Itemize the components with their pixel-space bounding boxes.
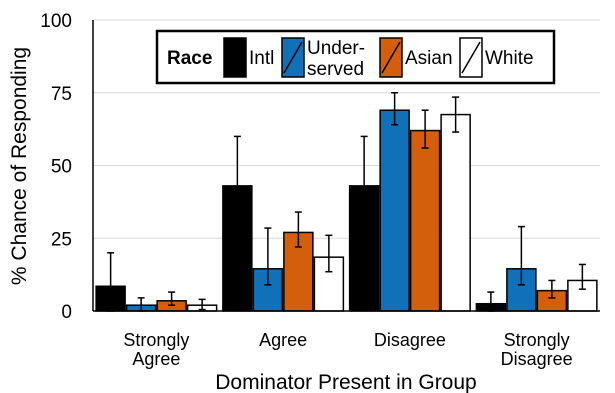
- legend-swatch-slash: [225, 41, 245, 74]
- x-tick-label: Disagree: [374, 330, 446, 350]
- legend-swatch-slash: [283, 41, 303, 74]
- x-tick-label: Strongly: [504, 330, 570, 350]
- y-tick-label: 100: [40, 11, 72, 32]
- legend-swatch-slash: [381, 41, 401, 74]
- y-tick-label: 0: [61, 302, 72, 323]
- y-tick-label: 50: [51, 157, 72, 178]
- legend-swatch-slash: [461, 41, 481, 74]
- x-tick-label: Agree: [259, 330, 307, 350]
- bar: [440, 113, 471, 312]
- y-axis-title: % Chance of Responding: [8, 47, 31, 285]
- legend: Race Intl Under-served Asian White: [155, 29, 556, 85]
- y-tick-labels: 0 25 50 75 100: [40, 11, 72, 323]
- bar: [409, 129, 441, 312]
- legend-title: Race: [167, 48, 212, 69]
- x-axis-title: Dominator Present in Group: [215, 371, 476, 393]
- bar: [379, 109, 410, 312]
- x-tick-label: Disagree: [501, 349, 573, 369]
- y-tick-label: 75: [51, 84, 72, 105]
- legend-label: served: [307, 59, 364, 80]
- y-tick-label: 25: [51, 229, 72, 250]
- x-tick-label: Agree: [132, 349, 180, 369]
- legend-label: Asian: [405, 48, 453, 69]
- legend-label: Intl: [249, 48, 274, 69]
- gridlines: [93, 19, 600, 239]
- error-bars: [107, 92, 586, 312]
- legend-label: Under-: [307, 38, 365, 59]
- x-tick-label: Strongly: [123, 330, 189, 350]
- legend-box: [155, 29, 556, 85]
- legend-label: White: [485, 48, 534, 69]
